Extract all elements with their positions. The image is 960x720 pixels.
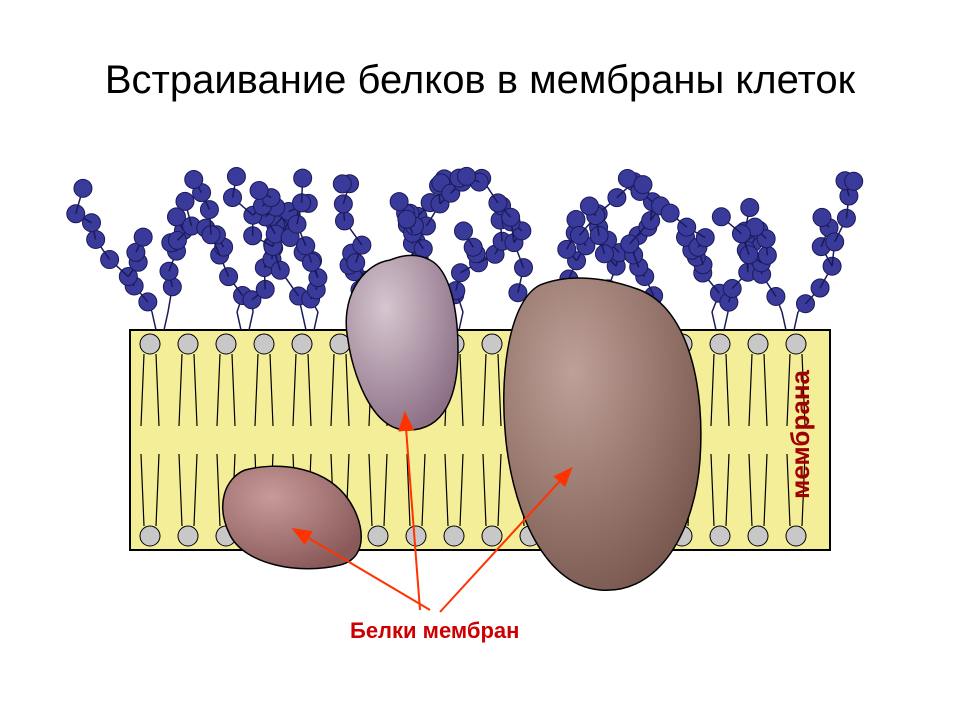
diagram-svg [0, 0, 960, 720]
lipid-head [406, 526, 426, 546]
lipid-head [216, 334, 236, 354]
glyco-bead [712, 208, 730, 226]
membrane-label: мембрана [785, 370, 816, 499]
lipid-head [444, 526, 464, 546]
glyco-bead [227, 167, 245, 185]
glyco-bead [176, 192, 194, 210]
lipid-head [140, 526, 160, 546]
lipid-head [368, 526, 388, 546]
lipid-head [786, 526, 806, 546]
page-title: Встраивание белков в мембраны клеток [0, 55, 960, 105]
lipid-head [178, 526, 198, 546]
glyco-bead [333, 175, 351, 193]
glyco-bead [580, 197, 598, 215]
glyco-bead [741, 199, 759, 217]
glyco-bead [185, 171, 203, 189]
glyco-bead [294, 169, 312, 187]
lipid-head [178, 334, 198, 354]
lipid-head [748, 526, 768, 546]
glyco-bead [595, 245, 613, 263]
lipid-head [254, 334, 274, 354]
glyco-bead [414, 240, 432, 258]
lipid-head [482, 526, 502, 546]
lipid-head [748, 334, 768, 354]
lipid-head [786, 334, 806, 354]
lipid-head [140, 334, 160, 354]
lipid-head [482, 334, 502, 354]
glyco-bead [74, 179, 92, 197]
lipid-head [710, 334, 730, 354]
lipid-head [710, 526, 730, 546]
glyco-bead [845, 172, 863, 190]
lipid-head [292, 334, 312, 354]
proteins-caption: Белки мембран [350, 618, 519, 644]
glyco-bead [661, 204, 679, 222]
glyco-bead [398, 210, 416, 228]
glyco-bead [458, 167, 476, 185]
